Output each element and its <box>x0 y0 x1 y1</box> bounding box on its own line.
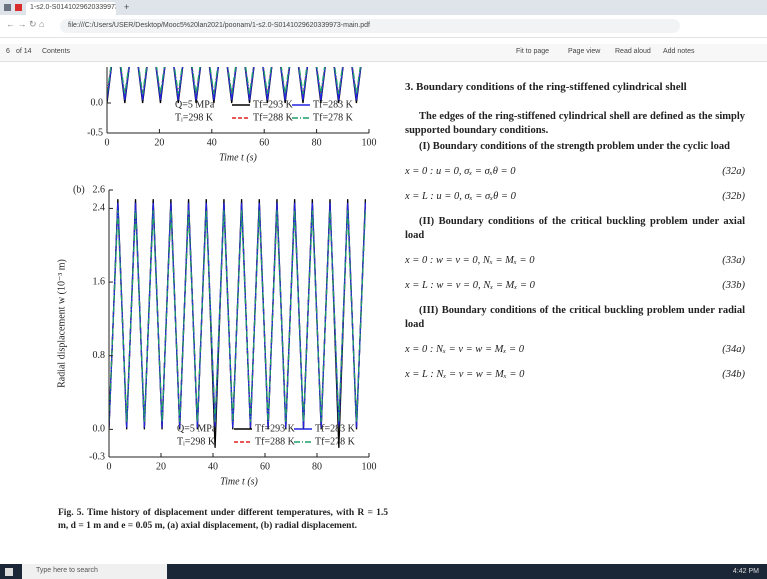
y-axis-label: Radial displacement w (10⁻³ m) <box>56 259 67 388</box>
annotation: Tᵢ=298 K <box>175 112 214 123</box>
x-tick-label: 100 <box>362 461 377 472</box>
equation-number: (32a) <box>722 165 745 179</box>
equation-number: (33b) <box>722 279 745 293</box>
annotation: Tᵢ=298 K <box>177 436 216 447</box>
equation: x = L : w = v = 0, Nₓ = Mₓ = 0 <box>405 279 535 293</box>
equation-row: x = L : u = 0, σₓ = σₓθ = 0 (32b) <box>405 190 745 204</box>
start-button[interactable] <box>5 568 13 576</box>
document-text: 3. Boundary conditions of the ring-stiff… <box>405 80 745 393</box>
equation-row: x = 0 : w = v = 0, Nₓ = Mₓ = 0 (33a) <box>405 254 745 268</box>
equation: x = L : u = 0, σₓ = σₓθ = 0 <box>405 190 516 204</box>
legend-label: Tf=283 K <box>315 423 356 434</box>
x-tick-label: 0 <box>107 461 112 472</box>
equation-row: x = L : w = v = 0, Nₓ = Mₓ = 0 (33b) <box>405 279 745 293</box>
series-line <box>109 210 365 422</box>
series-line <box>107 31 365 100</box>
equation-row: x = 0 : u = 0, σₓ = σₓθ = 0 (32a) <box>405 165 745 179</box>
equation: x = L : Nₓ = v = w = Mₓ = 0 <box>405 368 524 382</box>
annotation: Q=5 MPa <box>175 99 215 110</box>
legend-label: Tf=293 K <box>253 99 294 110</box>
x-tick-label: 20 <box>154 137 164 148</box>
clock[interactable]: 4:42 PM <box>733 568 759 575</box>
block-heading: (III) Boundary conditions of the critica… <box>405 304 745 332</box>
legend-label: Tf=278 K <box>313 112 354 123</box>
screen: 1-s2.0-S0141029620339973-main.pdf + ← → … <box>0 0 767 579</box>
equation-row: x = 0 : Nₓ = v = w = Mₓ = 0 (34a) <box>405 343 745 357</box>
equation-number: (34a) <box>722 343 745 357</box>
series-line <box>107 31 365 94</box>
legend-label: Tf=288 K <box>255 436 296 447</box>
block-heading: (II) Boundary conditions of the critical… <box>405 215 745 243</box>
legend-label: Tf=293 K <box>255 423 296 434</box>
x-tick-label: 80 <box>312 461 322 472</box>
search-box[interactable]: Type here to search <box>22 564 167 579</box>
legend-label: Tf=288 K <box>253 112 294 123</box>
section-title: 3. Boundary conditions of the ring-stiff… <box>405 80 745 94</box>
x-tick-label: 100 <box>362 137 377 148</box>
x-axis-label: Time t (s) <box>219 152 257 163</box>
equation: x = 0 : w = v = 0, Nₓ = Mₓ = 0 <box>405 254 534 268</box>
y-tick-label: 0.8 <box>93 350 106 361</box>
x-tick-label: 20 <box>156 461 166 472</box>
y-tick-label: 0.0 <box>91 97 104 108</box>
x-tick-label: 0 <box>105 137 110 148</box>
x-axis-label: Time t (s) <box>220 476 258 487</box>
x-tick-label: 40 <box>207 137 217 148</box>
equation-number: (33a) <box>722 254 745 268</box>
x-tick-label: 40 <box>208 461 218 472</box>
panel-label: (b) <box>73 184 85 195</box>
x-tick-label: 80 <box>312 137 322 148</box>
equation-row: x = L : Nₓ = v = w = Mₓ = 0 (34b) <box>405 368 745 382</box>
y-tick-label: 2.6 <box>93 184 106 195</box>
equation: x = 0 : u = 0, σₓ = σₓθ = 0 <box>405 165 515 179</box>
equation-number: (32b) <box>722 190 745 204</box>
equation: x = 0 : Nₓ = v = w = Mₓ = 0 <box>405 343 524 357</box>
legend-label: Tf=283 K <box>313 99 354 110</box>
y-tick-label: -0.3 <box>89 451 105 462</box>
figure-caption: Fig. 5. Time history of displacement und… <box>58 507 388 533</box>
x-tick-label: 60 <box>260 461 270 472</box>
x-tick-label: 60 <box>259 137 269 148</box>
equation-number: (34b) <box>722 368 745 382</box>
block-heading: (I) Boundary conditions of the strength … <box>405 140 745 154</box>
annotation: Q=5 MPa <box>177 423 217 434</box>
y-tick-label: -0.5 <box>87 127 103 138</box>
y-tick-label: 2.4 <box>93 203 106 214</box>
y-tick-label: 0.0 <box>93 424 106 435</box>
y-tick-label: 1.6 <box>93 276 106 287</box>
legend-label: Tf=278 K <box>315 436 356 447</box>
paragraph: The edges of the ring-stiffened cylindri… <box>405 110 745 138</box>
series-line <box>107 31 365 97</box>
